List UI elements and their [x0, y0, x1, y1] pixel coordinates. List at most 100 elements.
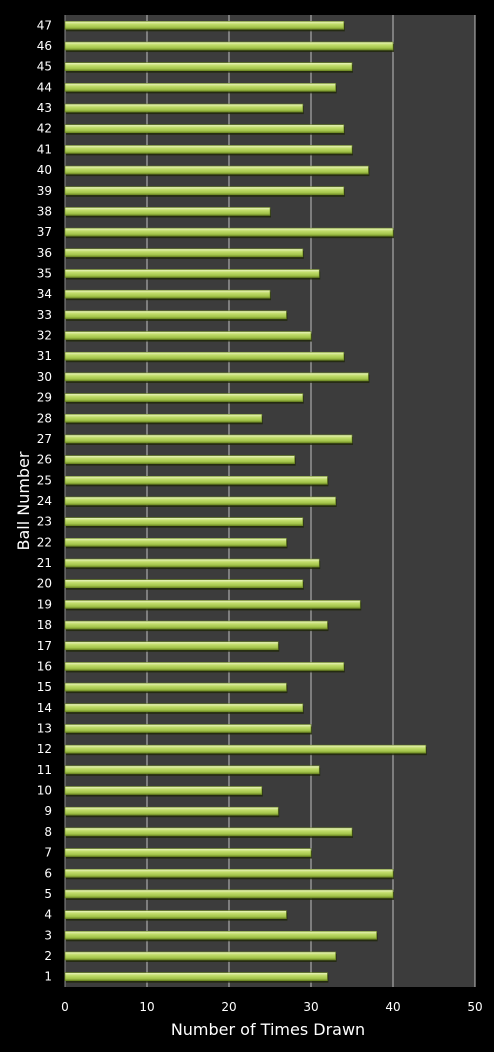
y-tick-label: 13 — [37, 721, 52, 735]
y-tick-label: 43 — [37, 101, 52, 115]
y-tick-label: 15 — [37, 680, 52, 694]
bar-11 — [64, 765, 321, 776]
y-tick-label: 10 — [37, 784, 52, 798]
y-tick-label: 6 — [44, 866, 52, 880]
y-tick-label: 21 — [37, 556, 52, 570]
y-tick-label: 30 — [37, 370, 52, 384]
bar-1 — [64, 972, 329, 983]
y-tick-label: 41 — [37, 142, 52, 156]
bar-23 — [64, 517, 304, 528]
bar-14 — [64, 703, 304, 714]
bar-5 — [64, 889, 394, 900]
y-tick-label: 22 — [37, 535, 52, 549]
y-tick-label: 24 — [37, 494, 52, 508]
y-tick-label: 37 — [37, 225, 52, 239]
bar-41 — [64, 145, 353, 156]
x-tick-label: 10 — [139, 1000, 154, 1014]
bar-4 — [64, 910, 288, 921]
bar-33 — [64, 310, 288, 321]
y-tick-label: 16 — [37, 659, 52, 673]
bar-45 — [64, 62, 353, 73]
bar-27 — [64, 434, 353, 445]
bar-32 — [64, 331, 312, 342]
y-tick-label: 18 — [37, 618, 52, 632]
x-tick-label: 30 — [303, 1000, 318, 1014]
y-tick-label: 25 — [37, 473, 52, 487]
y-tick-label: 36 — [37, 246, 52, 260]
bar-20 — [64, 579, 304, 590]
y-tick-label: 45 — [37, 60, 52, 74]
y-tick-label: 11 — [37, 763, 52, 777]
y-tick-label: 28 — [37, 411, 52, 425]
y-tick-label: 47 — [37, 18, 52, 32]
bar-35 — [64, 269, 321, 280]
bar-26 — [64, 455, 296, 466]
bar-2 — [64, 951, 337, 962]
bar-37 — [64, 227, 394, 239]
bar-43 — [64, 103, 304, 115]
bar-17 — [64, 641, 280, 652]
bar-31 — [64, 351, 345, 363]
bar-16 — [64, 662, 345, 673]
bar-8 — [64, 827, 353, 838]
bar-46 — [64, 41, 394, 53]
y-tick-label: 3 — [44, 928, 52, 942]
bar-9 — [64, 806, 280, 818]
bar-28 — [64, 413, 263, 425]
y-tick-label: 44 — [37, 80, 52, 94]
y-tick-label: 46 — [37, 39, 52, 53]
y-tick-label: 7 — [44, 846, 52, 860]
bar-10 — [64, 786, 263, 797]
y-tick-label: 40 — [37, 163, 52, 177]
bar-6 — [64, 868, 394, 880]
bar-18 — [64, 620, 329, 632]
y-tick-label: 1 — [44, 970, 52, 984]
y-tick-label: 26 — [37, 453, 52, 467]
bar-30 — [64, 372, 370, 383]
y-tick-label: 39 — [37, 184, 52, 198]
bar-24 — [64, 496, 337, 507]
y-tick-label: 2 — [44, 949, 52, 963]
y-tick-label: 42 — [37, 122, 52, 136]
bar-40 — [64, 165, 370, 177]
y-tick-labels: 1234567891011121314151617181920212223242… — [37, 18, 52, 983]
y-axis-title: Ball Number — [14, 451, 33, 550]
y-tick-label: 14 — [37, 701, 52, 715]
x-tick-labels: 0 10 20 30 40 50 — [61, 1000, 482, 1014]
bar-15 — [64, 682, 288, 694]
bar-39 — [64, 186, 345, 197]
bar-36 — [64, 248, 304, 259]
bar-13 — [64, 724, 312, 735]
y-tick-label: 29 — [37, 391, 52, 405]
y-tick-label: 9 — [44, 804, 52, 818]
bar-42 — [64, 124, 345, 135]
bars — [64, 21, 427, 983]
y-tick-label: 23 — [37, 515, 52, 529]
y-tick-label: 31 — [37, 349, 52, 363]
y-tick-label: 27 — [37, 432, 52, 446]
y-tick-label: 12 — [37, 742, 52, 756]
x-tick-label: 40 — [385, 1000, 400, 1014]
y-tick-label: 17 — [37, 639, 52, 653]
y-tick-label: 35 — [37, 267, 52, 281]
x-axis-title: Number of Times Drawn — [171, 1020, 365, 1039]
bar-19 — [64, 600, 362, 611]
y-tick-label: 8 — [44, 825, 52, 839]
y-tick-label: 32 — [37, 329, 52, 343]
y-tick-label: 33 — [37, 308, 52, 322]
bar-47 — [64, 21, 345, 32]
bar-3 — [64, 930, 378, 942]
bar-12 — [64, 744, 427, 756]
x-tick-label: 0 — [61, 1000, 69, 1014]
x-tick-label: 20 — [221, 1000, 236, 1014]
bar-44 — [64, 83, 337, 94]
y-tick-label: 5 — [44, 887, 52, 901]
y-tick-label: 20 — [37, 577, 52, 591]
bar-38 — [64, 207, 271, 218]
bar-29 — [64, 393, 304, 404]
bar-21 — [64, 558, 321, 570]
y-tick-label: 4 — [44, 908, 52, 922]
y-tick-label: 38 — [37, 204, 52, 218]
bar-25 — [64, 476, 329, 487]
